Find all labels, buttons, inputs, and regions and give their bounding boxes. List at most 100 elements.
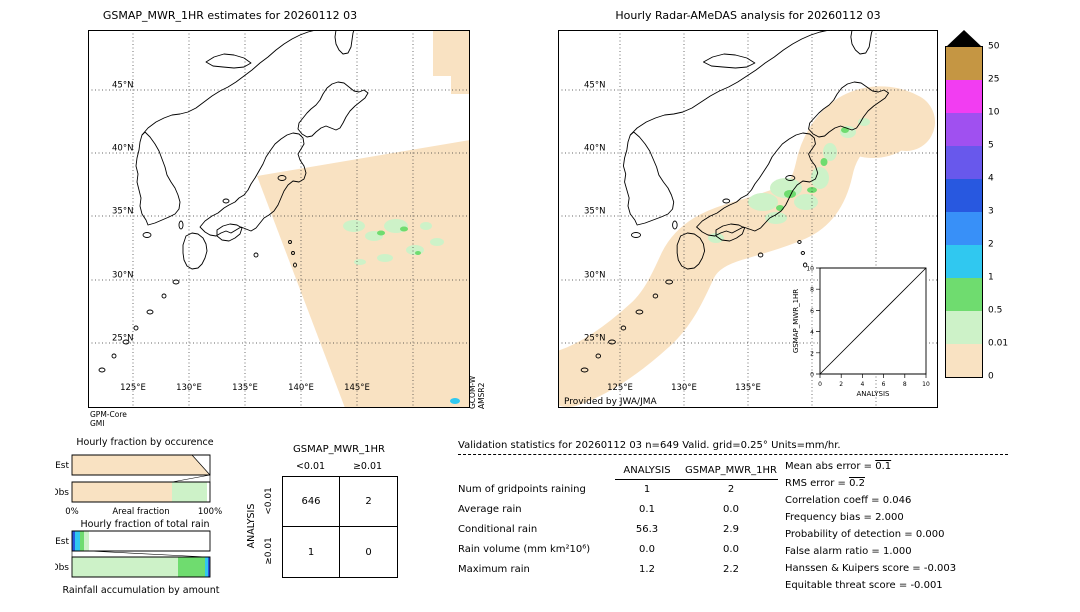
map-tick-labels: 45°N 40°N 35°N 30°N 25°N 125°E 130°E 135… — [584, 81, 761, 394]
stats-value: 2.9 — [723, 524, 739, 535]
lat-label: 25°N — [584, 334, 605, 344]
colorbar-segment — [946, 311, 982, 344]
colorbar-tick-label: 1 — [988, 272, 994, 283]
areal-axis-max: 100% — [198, 507, 222, 517]
score-line: Mean abs error = 0.1 — [785, 461, 892, 472]
gsmap-map: 45°N 40°N 35°N 30°N 25°N 125°E 130°E 135… — [88, 30, 470, 408]
svg-text:8: 8 — [903, 381, 907, 388]
inset-scatter: 0 2 4 6 8 10 0 2 4 6 8 10 ANALYSIS GSMAP… — [792, 266, 930, 399]
amount-title: Hourly fraction of total rain — [81, 519, 210, 530]
occurrence-title: Hourly fraction by occurence — [76, 437, 213, 448]
score-line: Equitable threat score = -0.001 — [785, 580, 943, 591]
colorbar-tick-label: 0.01 — [988, 338, 1009, 349]
colorbar-segment — [946, 344, 982, 377]
contingency-col-header: ≥0.01 — [352, 461, 383, 472]
radar-map: 0 2 4 6 8 10 0 2 4 6 8 10 ANALYSIS GSMAP… — [558, 30, 938, 408]
stats-row-label: Num of gridpoints raining — [458, 484, 586, 495]
svg-text:4: 4 — [860, 381, 864, 388]
lon-label: 135°E — [735, 383, 761, 393]
svg-text:Obs: Obs — [55, 488, 69, 498]
amount-obs-bar: Obs — [55, 557, 210, 577]
stats-value: 1 — [643, 484, 651, 495]
lat-label: 35°N — [112, 207, 133, 217]
contingency-col-header: <0.01 — [295, 461, 326, 472]
svg-text:4: 4 — [810, 329, 814, 336]
stats-row-label: Maximum rain — [458, 564, 530, 575]
header-underline — [615, 479, 778, 480]
colorbar-tick-label: 10 — [988, 107, 1000, 118]
lat-label: 35°N — [584, 207, 605, 217]
lat-label: 45°N — [584, 81, 605, 91]
colorbar-tick-label: 0.5 — [988, 305, 1003, 316]
svg-text:0: 0 — [810, 372, 814, 379]
inset-xlabel: ANALYSIS — [856, 390, 890, 398]
contingency-cell: 646 — [283, 477, 340, 527]
colorbar-tick-label: 50 — [988, 41, 1000, 52]
lat-label: 30°N — [112, 271, 133, 281]
stats-title: Validation statistics for 20260112 03 n=… — [458, 440, 841, 451]
stats-row-label: Conditional rain — [458, 524, 538, 535]
colorbar-tick-label: 4 — [988, 173, 994, 184]
svg-text:2: 2 — [839, 381, 843, 388]
stats-value: 0.0 — [723, 544, 739, 555]
lat-label: 30°N — [584, 271, 605, 281]
identity-line — [820, 268, 926, 374]
svg-text:6: 6 — [810, 308, 814, 315]
flow-connector — [89, 551, 207, 557]
colorbar-segment — [946, 80, 982, 113]
lon-label: 145°E — [344, 383, 370, 393]
score-line: RMS error = 0.2 — [785, 478, 865, 489]
amount-caption: Rainfall accumulation by amount — [63, 585, 220, 596]
score-line: False alarm ratio = 1.000 — [785, 546, 912, 557]
svg-text:10: 10 — [922, 381, 930, 388]
contingency-table: 646 2 1 0 — [282, 476, 398, 578]
score-line: Probability of detection = 0.000 — [785, 529, 945, 540]
stats-col-analysis: ANALYSIS — [623, 465, 671, 476]
contingency-side-label: ANALYSIS — [246, 503, 257, 549]
inset-ylabel: GSMAP_MWR_1HR — [792, 289, 800, 353]
lon-label: 125°E — [120, 383, 146, 393]
colorbar-segment — [946, 146, 982, 179]
lon-label: 125°E — [607, 383, 633, 393]
contingency-row-header: ≥0.01 — [264, 537, 274, 565]
fraction-charts: Hourly fraction by occurence Est Obs 0% … — [55, 437, 222, 596]
svg-text:Obs: Obs — [55, 563, 69, 573]
moderate-rain-patches — [377, 226, 421, 255]
lon-label: 130°E — [176, 383, 202, 393]
light-rain-patches — [343, 219, 444, 265]
contingency-cell: 0 — [365, 546, 372, 558]
score-list: Mean abs error = 0.1 RMS error = 0.2 Cor… — [785, 458, 956, 594]
stats-value: 0.1 — [639, 504, 655, 515]
stats-row-label: Rain volume (mm km²10⁶) — [458, 544, 591, 555]
stats-row-label: Average rain — [458, 504, 522, 515]
map-tick-labels: 45°N 40°N 35°N 30°N 25°N 125°E 130°E 135… — [112, 81, 370, 394]
svg-text:0: 0 — [818, 381, 822, 388]
contingency-title: GSMAP_MWR_1HR — [293, 444, 385, 455]
svg-text:Est: Est — [55, 537, 69, 547]
colorbar: 50 25 10 5 4 3 2 1 0.5 0.01 0 — [945, 30, 1016, 382]
colorbar-overflow-arrow — [946, 30, 982, 47]
contingency-cell: 2 — [340, 477, 397, 527]
map-frame — [559, 31, 938, 408]
contingency-cell: 1 — [283, 527, 340, 577]
colorbar-segment — [946, 47, 982, 80]
lat-label: 40°N — [584, 144, 605, 154]
colorbar-segment — [946, 245, 982, 278]
score-line: Hanssen & Kuipers score = -0.003 — [785, 563, 957, 574]
stats-value: 56.3 — [635, 524, 659, 535]
dashed-divider — [458, 454, 1008, 455]
amount-est-bar: Est — [55, 531, 210, 551]
colorbar-segment — [946, 179, 982, 212]
colorbar-tick-label: 25 — [988, 74, 1000, 85]
svg-text:10: 10 — [806, 266, 814, 273]
score-line: Correlation coeff = 0.046 — [785, 495, 912, 506]
colorbar-segment — [946, 212, 982, 245]
lat-label: 40°N — [112, 144, 133, 154]
svg-text:2: 2 — [810, 350, 814, 357]
lat-label: 45°N — [112, 81, 133, 91]
stats-value: 2.2 — [723, 564, 739, 575]
colorbar-segment — [946, 113, 982, 146]
stats-value: 0.0 — [723, 504, 739, 515]
grid-lines — [88, 30, 470, 408]
